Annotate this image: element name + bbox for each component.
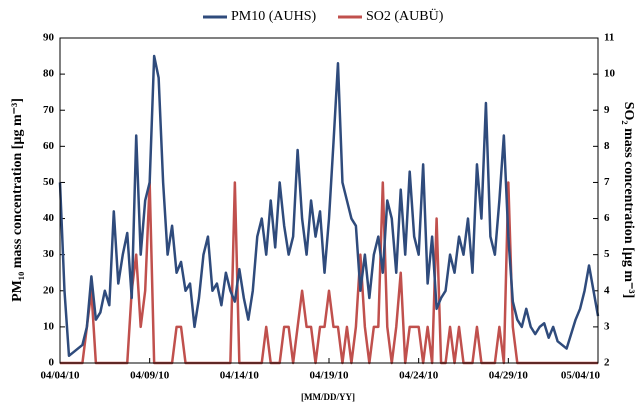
- y2-tick-label: 7: [604, 176, 610, 188]
- y2-tick-label: 8: [604, 140, 610, 152]
- x-tick-label: 04/24/10: [399, 370, 439, 382]
- y2-tick-label: 9: [604, 104, 610, 116]
- y2-tick-label: 6: [604, 212, 610, 224]
- x-tick-label: 04/14/10: [220, 370, 260, 382]
- y2-tick-label: 10: [604, 68, 616, 80]
- legend-label: SO2 (AUBÜ): [366, 7, 444, 24]
- y-tick-label: 20: [43, 284, 55, 296]
- legend-label: PM10 (AUHS): [231, 9, 317, 24]
- y-tick-label: 10: [43, 320, 55, 332]
- y2-tick-label: 11: [604, 32, 614, 44]
- y-tick-label: 90: [43, 32, 55, 44]
- y-tick-label: 70: [43, 104, 55, 116]
- x-tick-label: 04/09/10: [130, 370, 170, 382]
- y-tick-label: 40: [43, 212, 55, 224]
- y2-tick-label: 5: [604, 248, 610, 260]
- x-axis-label: [MM/DD/YY]: [301, 392, 355, 402]
- y-tick-label: 80: [43, 68, 55, 80]
- y2-tick-label: 4: [604, 284, 610, 296]
- y-axis-label: PM₁₀ mass concentration [µg m⁻³]: [10, 98, 25, 302]
- x-tick-label: 04/19/10: [309, 370, 349, 382]
- data-line: [58, 54, 600, 358]
- y-tick-label: 30: [43, 248, 55, 260]
- y-tick-label: 0: [49, 357, 55, 369]
- x-tick-label: 04/04/10: [40, 370, 80, 382]
- y2-tick-label: 3: [604, 320, 610, 332]
- x-tick-label: 04/29/10: [489, 370, 529, 382]
- y2-axis-label: SO₂ mass concentration [µg m⁻³]: [621, 102, 636, 299]
- y-tick-label: 50: [43, 176, 55, 188]
- x-tick-label: 05/04/10: [561, 370, 601, 382]
- y-tick-label: 60: [43, 140, 55, 152]
- y2-tick-label: 2: [604, 357, 610, 369]
- plot-frame: [59, 37, 599, 364]
